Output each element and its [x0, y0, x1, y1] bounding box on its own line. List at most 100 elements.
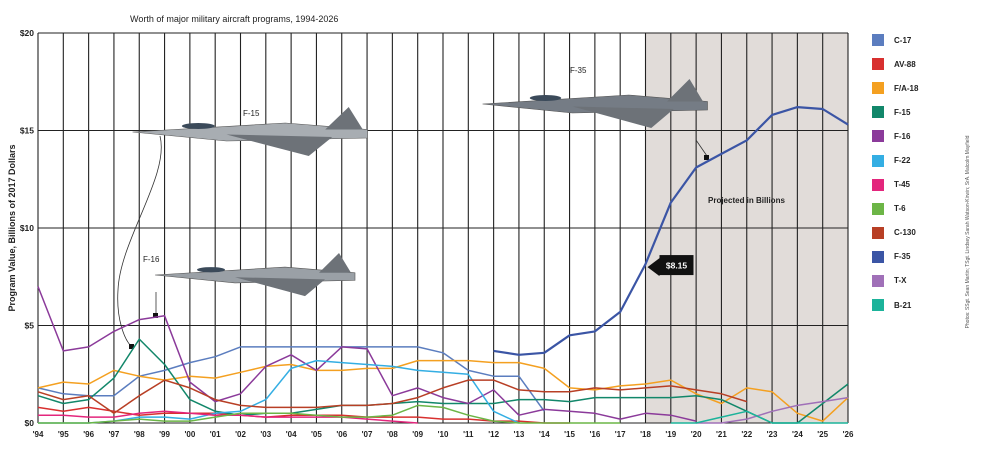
f15-leader [117, 135, 162, 347]
x-tick-label: '12 [488, 430, 499, 439]
legend-swatch [872, 274, 884, 287]
f15-label: F-15 [243, 109, 260, 118]
legend-swatch [872, 58, 884, 71]
series-line-f15 [37, 338, 849, 424]
x-tick-label: '96 [83, 430, 94, 439]
legend-label: T-X [894, 276, 907, 286]
x-tick-label: '95 [58, 430, 69, 439]
x-tick-label: '99 [159, 430, 170, 439]
series-line-tx [696, 396, 849, 424]
series-line-c17 [37, 346, 545, 412]
series-line-b21 [670, 410, 848, 424]
tail-fin [319, 253, 351, 273]
x-tick-label: '14 [539, 430, 550, 439]
legend-item: T-6 [872, 197, 952, 221]
x-tick-label: '04 [286, 430, 297, 439]
y-tick-label: $20 [20, 28, 34, 38]
photo-credit-text: Photos: SSgt. Sean Martin; TSgt. Lindsey… [965, 135, 971, 329]
x-tick-label: '15 [564, 430, 575, 439]
legend-item: AV-88 [872, 52, 952, 76]
aircraft-photos [132, 79, 708, 297]
legend-item: T-45 [872, 173, 952, 197]
chart-title: Worth of major military aircraft program… [130, 14, 338, 24]
legend-label: F-15 [894, 107, 911, 117]
x-tick-label: '17 [615, 430, 626, 439]
f35-photo [482, 79, 708, 128]
y-tick-label: $15 [20, 126, 34, 136]
legend-swatch [872, 250, 884, 263]
y-tick-label: $0 [25, 418, 35, 428]
legend-swatch [872, 202, 884, 215]
series-line-f35 [493, 105, 849, 356]
f35-leader [695, 139, 708, 157]
f16-leader-marker [153, 313, 158, 318]
wing [572, 106, 674, 128]
legend-swatch [872, 226, 884, 239]
legend-item: C-17 [872, 28, 952, 52]
x-tick-label: '16 [589, 430, 600, 439]
x-tick-label: '23 [767, 430, 778, 439]
legend-swatch [872, 154, 884, 167]
x-tick-label: '25 [817, 430, 828, 439]
x-tick-label: '08 [387, 430, 398, 439]
canopy [181, 123, 215, 129]
canopy [529, 95, 562, 101]
series-lines [37, 105, 849, 424]
series-line-f16 [37, 286, 697, 422]
series-line-av88 [37, 406, 570, 424]
projected-label: Projected in Billions [708, 196, 785, 205]
legend-label: B-21 [894, 300, 912, 310]
x-tick-label: '02 [235, 430, 246, 439]
canopy [197, 267, 225, 273]
wing [235, 277, 325, 297]
f15-leader-marker [129, 344, 134, 349]
x-tick-label: '94 [33, 430, 44, 439]
legend-swatch [872, 299, 884, 312]
x-tick-label: '98 [134, 430, 145, 439]
x-tick-label: '97 [109, 430, 120, 439]
y-axis-label: Program Value, Billions of 2017 Dollars [7, 144, 17, 311]
legend-label: T-6 [894, 204, 906, 214]
legend-label: C-130 [894, 228, 916, 238]
grid [37, 32, 849, 424]
x-tick-label: '06 [336, 430, 347, 439]
x-tick-label: '03 [260, 430, 271, 439]
legend-item: F-35 [872, 245, 952, 269]
x-tick-label: '09 [412, 430, 423, 439]
f16-photo [154, 253, 356, 297]
x-tick-label: '22 [741, 430, 752, 439]
f15-photo [132, 107, 368, 156]
series-line-fa18 [37, 359, 849, 422]
x-tick-label: '07 [362, 430, 373, 439]
legend-item: B-21 [872, 293, 952, 317]
legend-label: C-17 [894, 35, 912, 45]
legend-label: AV-88 [894, 59, 916, 69]
legend-item: F/A-18 [872, 76, 952, 100]
y-tick-label: $10 [20, 223, 34, 233]
legend-item: F-16 [872, 124, 952, 148]
x-tick-label: '26 [843, 430, 854, 439]
legend-label: F-35 [894, 252, 911, 262]
callout-pointer [647, 258, 660, 277]
x-tick-label: '00 [184, 430, 195, 439]
legend-item: C-130 [872, 221, 952, 245]
legend-swatch [872, 34, 884, 47]
x-tick-label: '01 [210, 430, 221, 439]
legend-label: T-45 [894, 180, 911, 190]
legend-swatch [872, 106, 884, 119]
legend-item: T-X [872, 269, 952, 293]
callout-label: $8.15 [666, 261, 688, 271]
f16-label: F-16 [143, 255, 160, 264]
x-tick-label: '05 [311, 430, 322, 439]
x-tick-label: '13 [514, 430, 525, 439]
legend-swatch [872, 178, 884, 191]
legend-swatch [872, 130, 884, 143]
y-tick-label: $5 [25, 321, 35, 331]
tail-fin [667, 79, 703, 102]
x-tick-label: '11 [463, 430, 474, 439]
f35-leader-marker [704, 155, 709, 160]
legend-swatch [872, 82, 884, 95]
x-tick-label: '24 [792, 430, 803, 439]
tail-fin [325, 107, 363, 130]
